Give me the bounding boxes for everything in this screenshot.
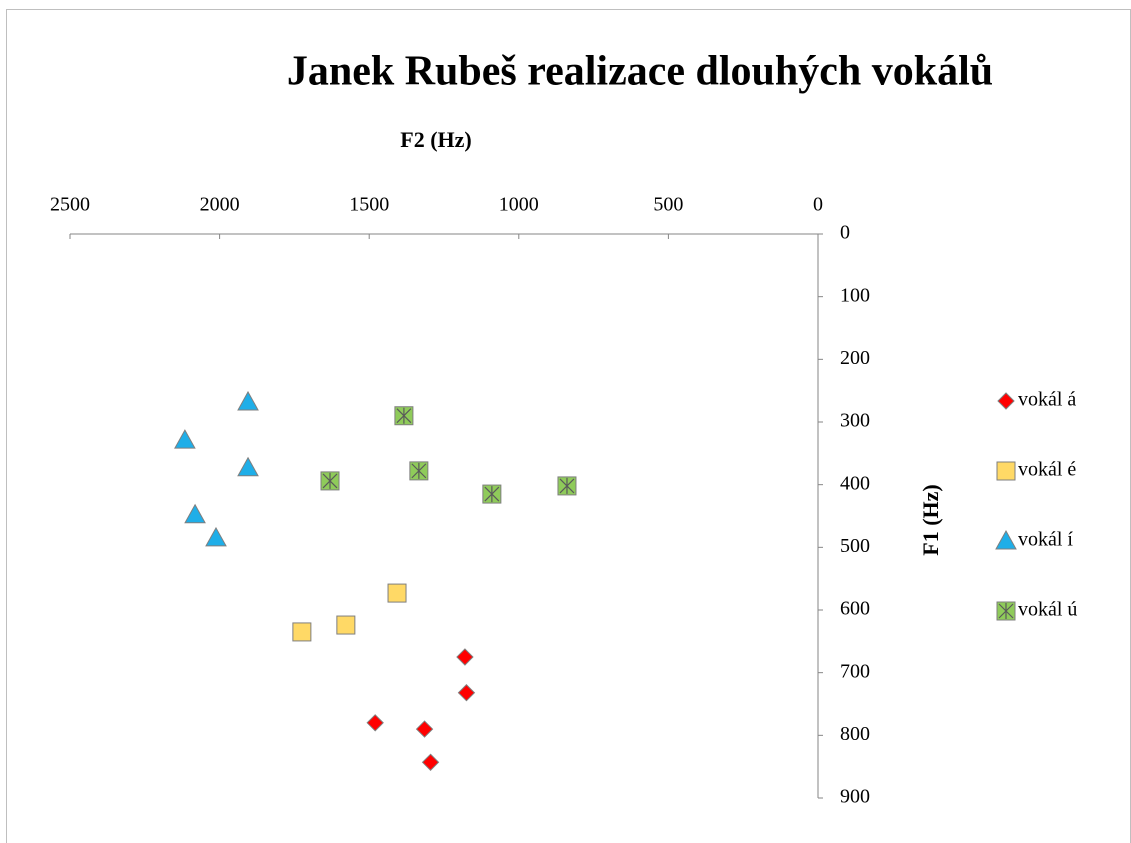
x-axis-label: F2 (Hz) xyxy=(400,127,471,152)
legend-label: vokál é xyxy=(1018,459,1076,481)
chart-frame xyxy=(6,9,1131,843)
y-axis-label: F1 (Hz) xyxy=(918,484,943,555)
point xyxy=(421,753,440,771)
y-tick-label: 800 xyxy=(840,723,870,745)
point xyxy=(387,583,407,603)
y-tick-label: 300 xyxy=(840,410,870,432)
legend-marker xyxy=(997,392,1015,410)
x-tick-label: 500 xyxy=(653,194,683,216)
point xyxy=(174,429,196,449)
point xyxy=(482,484,502,504)
x-tick-label: 1500 xyxy=(349,194,389,216)
y-tick-label: 0 xyxy=(840,222,850,244)
legend-marker xyxy=(996,601,1016,621)
x-tick-label: 2500 xyxy=(50,194,90,216)
point xyxy=(366,714,384,732)
chart-title: Janek Rubeš realizace dlouhých vokálů xyxy=(287,49,993,95)
legend-marker xyxy=(995,529,1017,550)
point xyxy=(415,720,434,738)
legend-label: vokál á xyxy=(1018,389,1076,411)
point xyxy=(237,390,259,411)
point xyxy=(394,406,414,426)
y-tick-label: 900 xyxy=(840,786,870,808)
y-tick-label: 100 xyxy=(840,284,870,306)
point xyxy=(205,526,227,547)
y-tick-label: 700 xyxy=(840,660,870,682)
y-tick-label: 200 xyxy=(840,347,870,369)
point xyxy=(557,476,577,496)
x-tick-label: 2000 xyxy=(200,194,240,216)
point xyxy=(456,648,474,666)
y-tick-label: 400 xyxy=(840,472,870,494)
point xyxy=(336,615,356,635)
point xyxy=(237,456,259,477)
y-tick-label: 500 xyxy=(840,535,870,557)
x-tick-label: 1000 xyxy=(499,194,539,216)
point xyxy=(320,471,340,491)
point xyxy=(457,684,476,702)
point xyxy=(292,622,312,642)
legend-marker xyxy=(996,461,1016,481)
x-tick-label: 0 xyxy=(813,194,823,216)
legend-label: vokál ú xyxy=(1018,599,1077,621)
y-tick-label: 600 xyxy=(840,598,870,620)
point xyxy=(409,461,429,481)
legend-label: vokál í xyxy=(1018,529,1073,551)
point xyxy=(184,503,206,524)
